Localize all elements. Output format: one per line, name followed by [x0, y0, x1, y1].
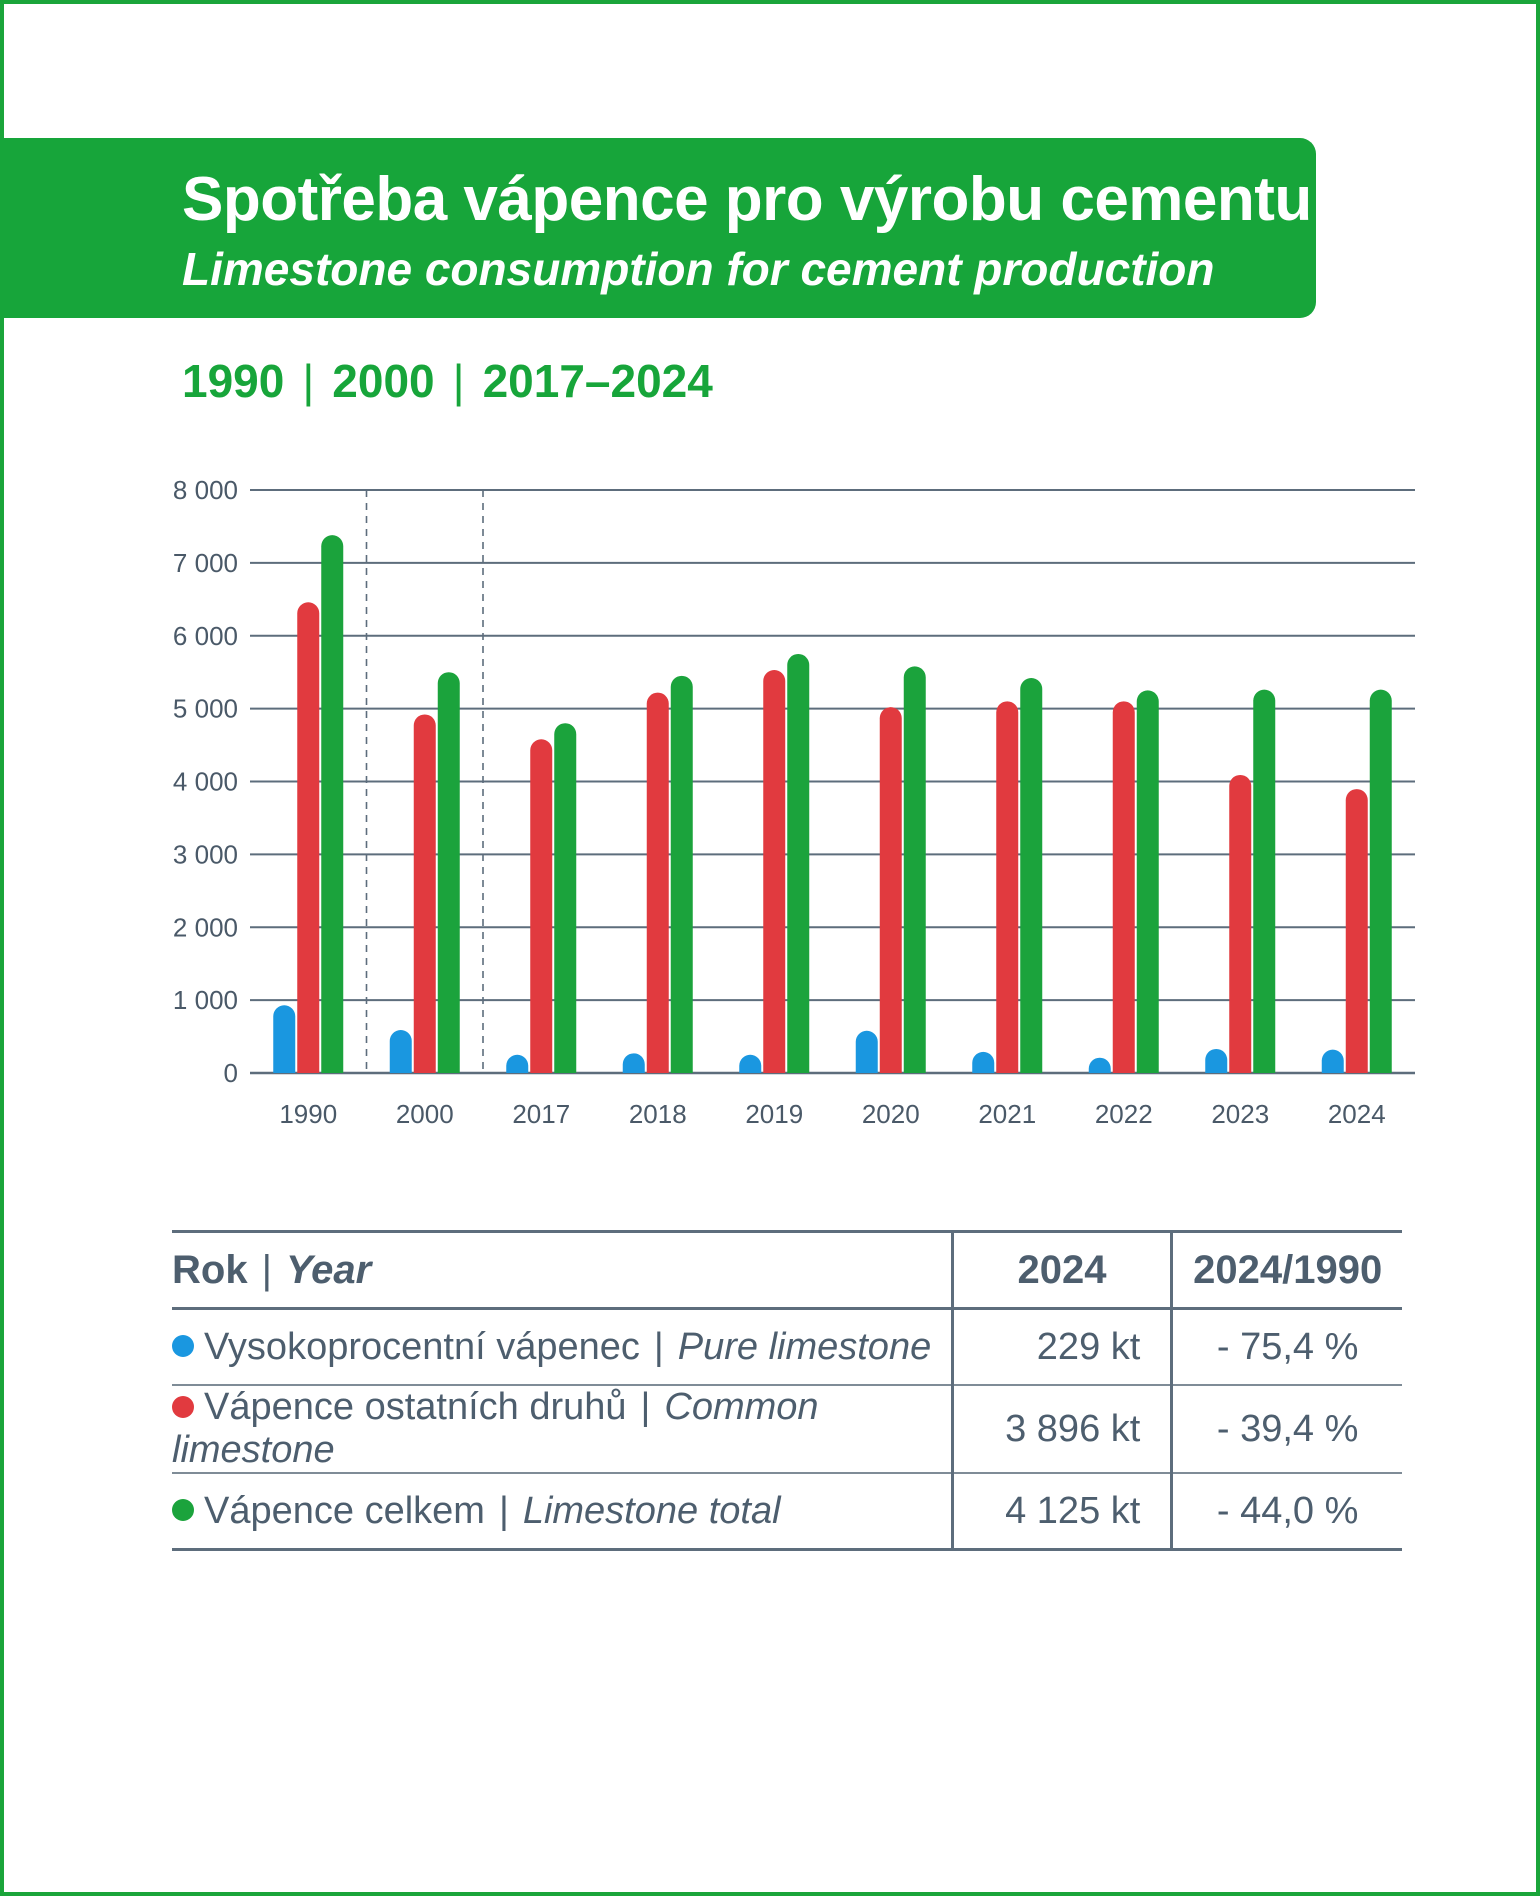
- bar-common-2000: [413, 714, 436, 1073]
- bar-total-1990: [321, 535, 344, 1073]
- bar-total-2021: [1020, 678, 1043, 1073]
- page-title: Spotřeba vápence pro výrobu cementu: [182, 165, 1312, 234]
- x-tick-label: 2021: [978, 1099, 1036, 1129]
- bar-common-2020: [879, 707, 902, 1073]
- header-year: Year: [285, 1247, 372, 1292]
- year-separator: |: [452, 355, 465, 407]
- y-tick-label: 6 000: [173, 621, 238, 651]
- x-tick-label: 2000: [396, 1099, 454, 1129]
- row-label: Vápence ostatních druhů | Common limestone: [172, 1385, 953, 1474]
- bar-pure-2018: [622, 1053, 645, 1073]
- x-tick-label: 1990: [279, 1099, 337, 1129]
- header-2024-1990: 2024/1990: [1170, 1230, 1402, 1310]
- y-tick-label: 8 000: [173, 475, 238, 505]
- bar-chart: 0 1 000 2 000 3 000 4 000 5 000 6 000 7 000 8 00…: [173, 475, 1415, 1129]
- table-row: Vápence celkem | Limestone total 4 125 kt …: [172, 1473, 1402, 1551]
- header-year-cell: Rok | Year: [172, 1230, 953, 1310]
- row-label-en: Common limestone: [172, 1386, 819, 1471]
- y-tick-label: 3 000: [173, 839, 238, 869]
- pure-limestone-dot-icon: [172, 1335, 194, 1358]
- bar-total-2018: [670, 675, 693, 1073]
- bar-pure-1990: [273, 1005, 296, 1073]
- bar-pure-2020: [855, 1030, 878, 1073]
- table-row: Vápence ostatních druhů | Common limestone…: [172, 1385, 1402, 1474]
- row-label: Vysokoprocentní vápenec | Pure limestone: [172, 1308, 953, 1386]
- bar-total-2022: [1136, 690, 1159, 1073]
- title-banner: [0, 138, 1316, 318]
- row-label-en: Limestone total: [522, 1489, 781, 1532]
- y-tick-label: 2 000: [173, 912, 238, 942]
- row-label-cz: Vysokoprocentní vápenec: [204, 1325, 640, 1368]
- x-tick-label: 2017: [512, 1099, 570, 1129]
- bar-pure-2023: [1205, 1048, 1228, 1073]
- row-separator: |: [498, 1489, 509, 1532]
- bar-total-2019: [787, 653, 810, 1073]
- header-2024: 2024: [950, 1230, 1172, 1310]
- bar-common-1990: [297, 602, 320, 1073]
- row-change: - 75,4 %: [1170, 1308, 1402, 1386]
- x-tick-label: 2022: [1095, 1099, 1153, 1129]
- bar-total-2017: [554, 723, 577, 1073]
- bar-pure-2021: [972, 1051, 995, 1073]
- y-tick-label: 1 000: [173, 985, 238, 1015]
- bar-total-2024: [1369, 689, 1392, 1073]
- row-value: 4 125 kt: [950, 1473, 1172, 1551]
- bar-pure-2022: [1088, 1057, 1111, 1073]
- x-tick-label: 2024: [1328, 1099, 1386, 1129]
- row-label: Vápence celkem | Limestone total: [172, 1473, 953, 1551]
- x-tick-label: 2019: [745, 1099, 803, 1129]
- bar-total-2020: [903, 666, 926, 1073]
- header-separator: |: [261, 1247, 272, 1292]
- row-change: - 39,4 %: [1170, 1385, 1402, 1474]
- bar-common-2023: [1229, 774, 1252, 1073]
- year-2000: 2000: [332, 355, 435, 407]
- bar-total-2023: [1253, 689, 1276, 1073]
- common-limestone-dot-icon: [172, 1395, 194, 1418]
- header-rok: Rok: [172, 1247, 248, 1292]
- y-tick-label: 4 000: [173, 767, 238, 797]
- row-separator: |: [640, 1386, 651, 1428]
- bar-common-2019: [763, 670, 786, 1073]
- table-header-row: Rok | Year 2024 2024/1990: [172, 1230, 1402, 1310]
- bar-pure-2017: [506, 1054, 529, 1073]
- x-tick-label: 2018: [629, 1099, 687, 1129]
- year-separator: |: [302, 355, 315, 407]
- row-label-en: Pure limestone: [677, 1325, 932, 1368]
- row-value: 229 kt: [950, 1308, 1172, 1386]
- bar-common-2018: [646, 692, 669, 1073]
- bar-common-2017: [530, 739, 553, 1073]
- table-row: Vysokoprocentní vápenec | Pure limestone 2…: [172, 1308, 1402, 1386]
- bar-pure-2000: [389, 1030, 412, 1073]
- row-separator: |: [653, 1325, 664, 1368]
- y-tick-label: 0: [224, 1058, 238, 1088]
- row-label-cz: Vápence ostatních druhů: [204, 1386, 627, 1428]
- row-label-cz: Vápence celkem: [204, 1489, 485, 1532]
- x-tick-label: 2023: [1211, 1099, 1269, 1129]
- summary-table: Rok | Year 2024 2024/1990 Vysokoprocentní …: [172, 1230, 1402, 1551]
- bar-common-2022: [1112, 701, 1135, 1073]
- x-tick-label: 2020: [862, 1099, 920, 1129]
- year-range-label: 1990 | 2000 | 2017–2024: [182, 354, 713, 408]
- bar-total-2000: [437, 672, 460, 1073]
- row-value: 3 896 kt: [950, 1385, 1172, 1474]
- bar-common-2021: [996, 701, 1019, 1073]
- year-2017-2024: 2017–2024: [482, 355, 713, 407]
- page-subtitle: Limestone consumption for cement product…: [182, 243, 1215, 295]
- bar-pure-2024: [1321, 1049, 1344, 1073]
- total-limestone-dot-icon: [172, 1499, 194, 1522]
- bar-pure-2019: [739, 1054, 762, 1073]
- bar-common-2024: [1345, 789, 1368, 1073]
- y-tick-label: 7 000: [173, 548, 238, 578]
- year-1990: 1990: [182, 355, 285, 407]
- y-tick-label: 5 000: [173, 694, 238, 724]
- row-change: - 44,0 %: [1170, 1473, 1402, 1551]
